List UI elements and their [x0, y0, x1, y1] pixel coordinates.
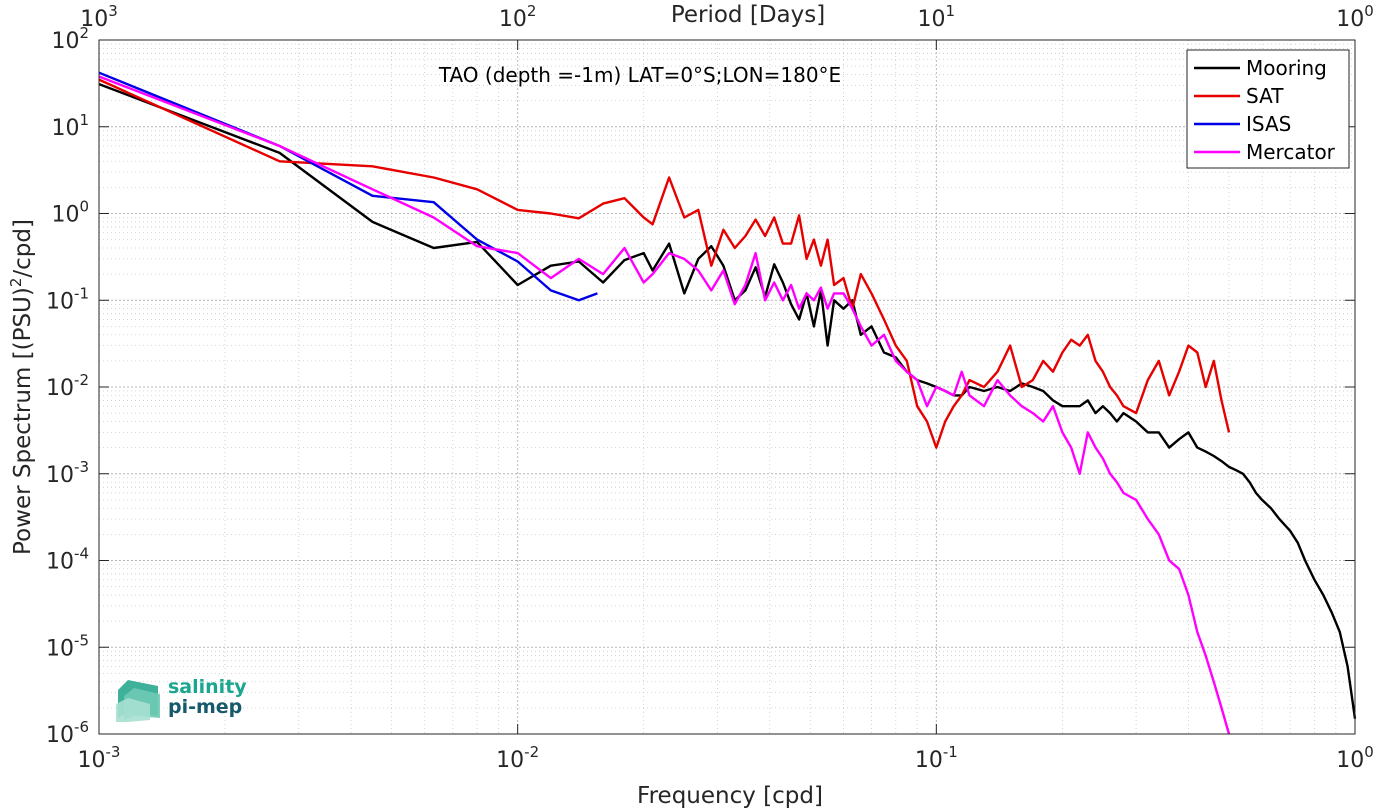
y-tick-label: 100	[51, 198, 89, 228]
x-tick-label: 10-2	[496, 743, 539, 773]
y-tick-label: 10-6	[46, 718, 89, 748]
y-tick-label: 10-2	[46, 371, 89, 401]
series-lines	[98, 71, 1357, 735]
x-tick-label: 10-1	[915, 743, 958, 773]
y-tick-label: 102	[51, 24, 89, 54]
logo-line2: pi-mep	[168, 696, 242, 718]
top-axis-label: Period [Days]	[671, 2, 825, 28]
y-axis-label-tail: /cpd]	[10, 219, 36, 278]
top-tick-label: 102	[499, 2, 537, 32]
legend-label-mooring: Mooring	[1246, 56, 1327, 80]
legend-label-isas: ISAS	[1246, 112, 1291, 136]
chart-title: TAO (depth =-1m) LAT=0°S;LON=180°E	[438, 63, 841, 87]
top-tick-label: 100	[1336, 2, 1374, 32]
salinity-pi-mep-logo: salinity pi-mep	[116, 676, 247, 722]
series-line-mercator	[98, 75, 1231, 735]
top-tick-label: 103	[80, 2, 118, 32]
x-tick-label: 10-3	[78, 743, 121, 773]
x-tick-label: 100	[1336, 743, 1374, 773]
y-tick-label: 101	[51, 111, 89, 141]
legend: Mooring SAT ISAS Mercator	[1186, 49, 1350, 169]
y-axis-label: Power Spectrum [(PSU)2/cpd]	[7, 219, 36, 555]
logo-line1: salinity	[168, 676, 247, 698]
y-tick-label: 10-3	[46, 458, 89, 488]
y-axis-label-exponent: 2	[7, 278, 25, 288]
y-axis-label-main: Power Spectrum [(PSU)	[10, 287, 36, 555]
series-line-isas	[98, 71, 598, 302]
y-tick-label: 10-5	[46, 631, 89, 661]
legend-label-sat: SAT	[1246, 84, 1284, 108]
y-tick-label: 10-4	[46, 545, 89, 575]
y-tick-label: 10-1	[46, 284, 89, 314]
top-tick-label: 101	[918, 2, 956, 32]
x-axis-label: Frequency [cpd]	[637, 783, 823, 809]
logo-mark-icon	[116, 680, 160, 722]
legend-label-mercator: Mercator	[1246, 140, 1336, 164]
series-line-mooring	[98, 82, 1357, 719]
grid	[98, 39, 1356, 735]
legend-box	[1186, 49, 1350, 169]
series-line-sat	[98, 78, 1231, 449]
